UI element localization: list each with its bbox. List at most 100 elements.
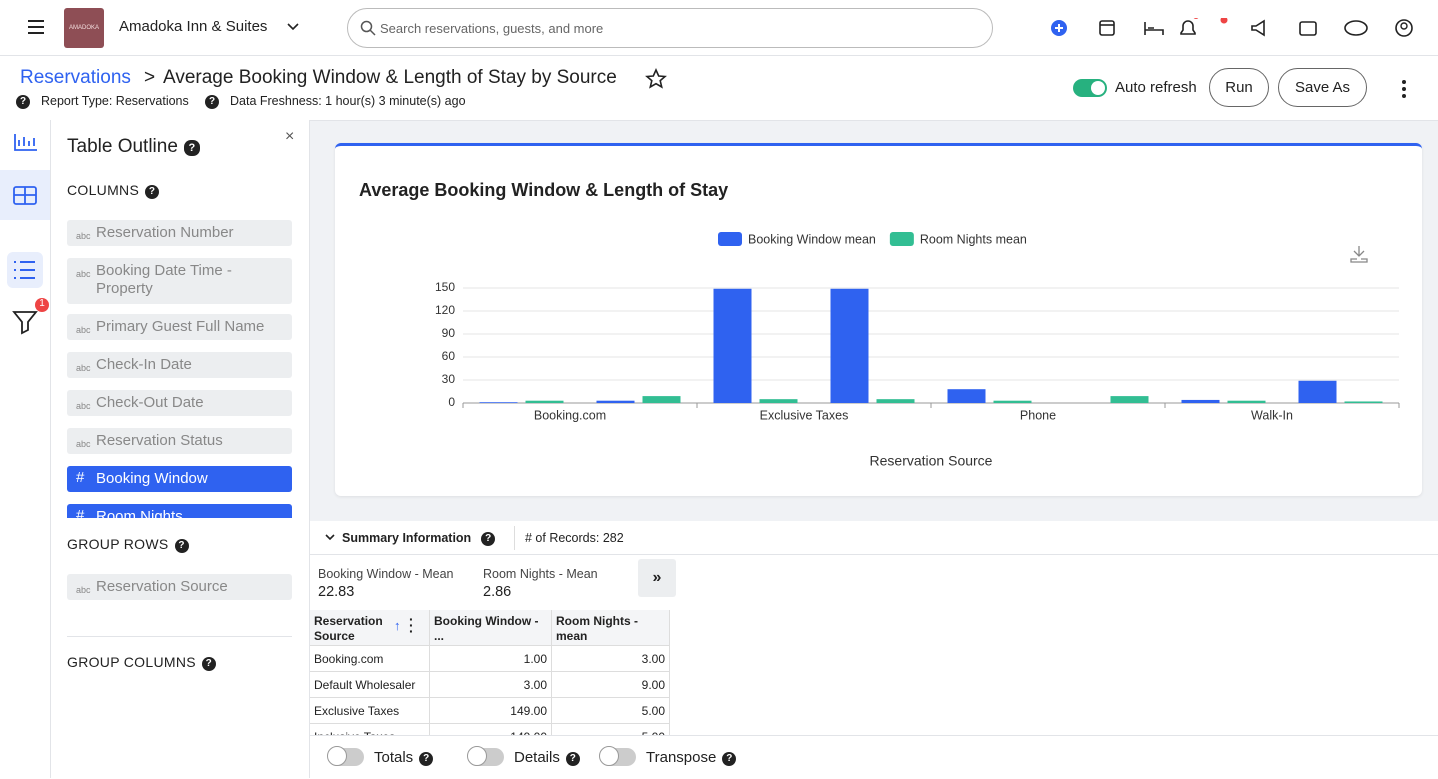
help-icon: ? — [419, 752, 434, 766]
field-type: # — [76, 469, 85, 486]
help-icon[interactable]: ? — [205, 95, 219, 109]
outline-field[interactable]: # Room Nights — [67, 504, 292, 518]
download-icon[interactable] — [1350, 246, 1368, 263]
outline-title-text: Table Outline — [67, 136, 178, 157]
outline-field[interactable]: abc Reservation Source — [67, 574, 292, 600]
table-header[interactable]: Room Nights - mean — [552, 610, 670, 646]
toggle-label-text: Transpose — [646, 749, 717, 766]
outline-field[interactable]: abc Check-In Date — [67, 352, 292, 378]
favorite-star[interactable] — [645, 68, 667, 90]
outline-field[interactable]: abc Reservation Status — [67, 428, 292, 454]
table-cell: 5.00 — [552, 724, 670, 735]
table-header[interactable]: Booking Window - ... — [430, 610, 552, 646]
sort-icon: ↑ — [394, 618, 401, 633]
report-type: Report Type: Reservations — [41, 94, 189, 108]
table-cell: Exclusive Taxes — [310, 698, 430, 724]
summary-metrics: Booking Window - Mean 22.83 Room Nights - … — [310, 555, 670, 610]
field-type: # — [76, 507, 85, 518]
table-cell: 9.00 — [552, 672, 670, 698]
x-axis-title: Reservation Source — [870, 453, 993, 469]
collapse-icon[interactable] — [325, 533, 335, 541]
toggle[interactable] — [467, 746, 504, 766]
menu-icon[interactable] — [27, 19, 45, 35]
breadcrumb[interactable]: Reservations — [20, 67, 131, 88]
y-tick-label: 30 — [442, 372, 456, 386]
toggle-label: Totals? — [374, 749, 434, 766]
report-title: Average Booking Window & Length of Stay … — [163, 67, 617, 88]
bar — [1181, 399, 1220, 403]
close-button[interactable]: × — [285, 128, 295, 145]
auto-refresh-toggle[interactable] — [1073, 79, 1107, 97]
table-cell: 149.00 — [430, 698, 552, 724]
field-type: abc — [76, 269, 91, 279]
bar — [642, 396, 681, 403]
table-cell: 3.00 — [430, 672, 552, 698]
toggle[interactable] — [327, 746, 364, 766]
table-cell: 149.00 — [430, 724, 552, 735]
columns-heading: COLUMNS? — [67, 182, 160, 199]
more-menu[interactable] — [1399, 79, 1409, 99]
table-header[interactable]: Reservation Source — [310, 610, 430, 646]
field-label: Check-In Date — [96, 356, 192, 373]
x-tick-label: Exclusive Taxes — [760, 408, 849, 422]
metric-label: Room Nights - Mean — [483, 567, 598, 581]
legend-swatch — [889, 232, 914, 246]
outline-field[interactable]: abc Reservation Number — [67, 220, 292, 246]
field-label: Room Nights — [96, 508, 183, 518]
group-columns-heading: GROUP COLUMNS? — [67, 654, 216, 671]
y-tick-label: 90 — [442, 326, 456, 340]
toggle-label: Transpose? — [646, 749, 737, 766]
outline-field[interactable]: abc Check-Out Date — [67, 390, 292, 416]
y-tick-label: 150 — [435, 280, 455, 294]
help-icon[interactable]: ? — [145, 185, 160, 199]
bar — [876, 399, 915, 403]
top-bar: AMADOKA Amadoka Inn & Suites Search rese… — [0, 0, 1438, 56]
field-label: Reservation Number — [96, 224, 234, 241]
outline-field[interactable]: # Booking Window — [67, 466, 292, 492]
help-icon[interactable]: ? — [16, 95, 30, 109]
group-rows-heading: GROUP ROWS? — [67, 536, 189, 553]
column-list: abc Reservation Number abc Booking Date Tim… — [51, 120, 309, 518]
help-icon[interactable]: ? — [183, 140, 200, 156]
expand-button[interactable]: » — [638, 559, 676, 597]
field-type: abc — [76, 363, 91, 373]
legend-swatch — [718, 232, 742, 246]
field-label: Booking Window — [96, 470, 208, 487]
metric-value: 2.86 — [483, 584, 512, 600]
divider — [0, 120, 1438, 121]
rail-icons[interactable] — [0, 120, 50, 340]
bar — [479, 402, 518, 403]
help-icon[interactable]: ? — [174, 539, 189, 553]
left-rail: 1 — [0, 120, 51, 778]
y-tick-label: 60 — [442, 349, 456, 363]
help-icon[interactable]: ? — [481, 532, 496, 546]
outline-field[interactable]: abc Primary Guest Full Name — [67, 314, 292, 340]
run-button[interactable]: Run — [1209, 68, 1269, 107]
search-box[interactable]: Search reservations, guests, and more — [347, 8, 993, 48]
chevron[interactable] — [287, 22, 299, 32]
divider — [514, 526, 515, 550]
help-icon: ? — [722, 752, 737, 766]
bar — [759, 399, 798, 403]
chart: Average Booking Window & Length of Stay … — [359, 180, 1400, 469]
group-rows-heading-text: GROUP ROWS — [67, 536, 169, 552]
toolbar-icons[interactable] — [1049, 18, 1429, 38]
field-type: abc — [76, 585, 91, 595]
property-name[interactable]: Amadoka Inn & Suites — [119, 18, 268, 35]
table-cell: Inclusive Taxes — [310, 724, 430, 735]
search-placeholder: Search reservations, guests, and more — [380, 21, 604, 36]
table-cell: Booking.com — [310, 646, 430, 672]
save-as-button[interactable]: Save As — [1278, 68, 1367, 107]
help-icon[interactable]: ? — [201, 657, 216, 671]
filter-badge: 1 — [39, 298, 45, 309]
table-outline-panel: Table Outline? × COLUMNS? abc Reservation… — [51, 120, 310, 778]
field-label: Check-Out Date — [96, 394, 204, 411]
toggle[interactable] — [599, 746, 636, 766]
legend-label: Room Nights mean — [920, 232, 1027, 246]
outline-field[interactable]: abc Booking Date Time - Property — [67, 258, 292, 304]
logo[interactable]: AMADOKA — [64, 8, 104, 48]
search-icon — [360, 20, 376, 36]
metric-value: 22.83 — [318, 584, 355, 600]
record-count: # of Records: 282 — [525, 531, 624, 545]
